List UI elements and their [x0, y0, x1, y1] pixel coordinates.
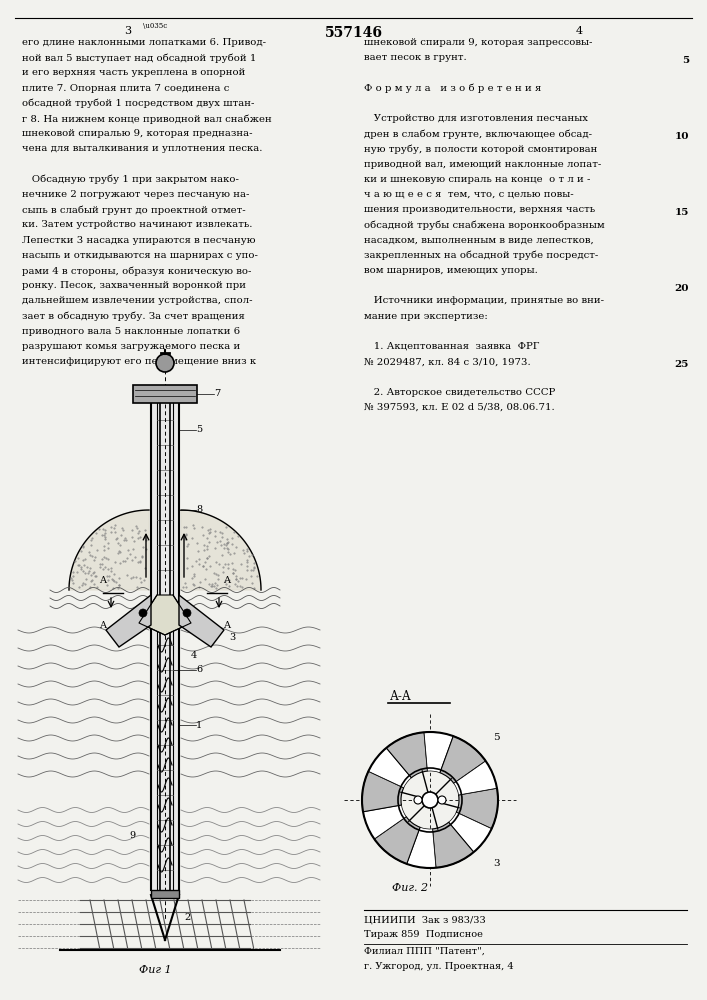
Wedge shape — [362, 771, 404, 812]
Text: ки. Затем устройство начинают извлекать.: ки. Затем устройство начинают извлекать. — [22, 220, 252, 229]
Text: дрен в слабом грунте, включающее обсад-: дрен в слабом грунте, включающее обсад- — [364, 129, 592, 139]
Text: разрушают комья загружаемого песка и: разрушают комья загружаемого песка и — [22, 342, 240, 351]
Text: вом шарниров, имеющих упоры.: вом шарниров, имеющих упоры. — [364, 266, 538, 275]
Text: A: A — [223, 621, 230, 630]
Text: его длине наклонными лопатками 6. Привод-: его длине наклонными лопатками 6. Привод… — [22, 38, 266, 47]
Circle shape — [139, 609, 147, 617]
Text: Тираж 859  Подписное: Тираж 859 Подписное — [364, 930, 483, 939]
Text: 7: 7 — [214, 389, 221, 398]
Text: 1. Акцептованная  заявка  ФРГ: 1. Акцептованная заявка ФРГ — [364, 342, 539, 351]
Wedge shape — [440, 736, 486, 783]
Text: рами 4 в стороны, образуя коническую во-: рами 4 в стороны, образуя коническую во- — [22, 266, 252, 275]
Circle shape — [438, 796, 446, 804]
Text: № 2029487, кл. 84 с 3/10, 1973.: № 2029487, кл. 84 с 3/10, 1973. — [364, 357, 531, 366]
Text: A: A — [100, 576, 107, 585]
Bar — [151, 890, 179, 898]
Bar — [151, 390, 179, 890]
Text: ной вал 5 выступает над обсадной трубой 1: ной вал 5 выступает над обсадной трубой … — [22, 53, 257, 63]
Text: A: A — [223, 576, 230, 585]
Text: сыпь в слабый грунт до проектной отмет-: сыпь в слабый грунт до проектной отмет- — [22, 205, 245, 215]
Bar — [133, 385, 197, 403]
Text: приводного вала 5 наклонные лопатки 6: приводного вала 5 наклонные лопатки 6 — [22, 327, 240, 336]
Polygon shape — [106, 595, 151, 647]
Polygon shape — [69, 510, 149, 590]
Text: обсадной трубы снабжена воронкообразным: обсадной трубы снабжена воронкообразным — [364, 220, 604, 230]
Wedge shape — [407, 827, 436, 868]
Polygon shape — [181, 510, 261, 590]
Text: приводной вал, имеющий наклонные лопат-: приводной вал, имеющий наклонные лопат- — [364, 160, 602, 169]
Text: насадком, выполненным в виде лепестков,: насадком, выполненным в виде лепестков, — [364, 236, 594, 245]
Text: обсадной трубой 1 посредством двух штан-: обсадной трубой 1 посредством двух штан- — [22, 99, 255, 108]
Text: и его верхняя часть укреплена в опорной: и его верхняя часть укреплена в опорной — [22, 68, 245, 77]
Text: 4: 4 — [191, 650, 197, 660]
Text: насыпь и откидываются на шарнирах с упо-: насыпь и откидываются на шарнирах с упо- — [22, 251, 258, 260]
Text: 10: 10 — [674, 132, 689, 141]
Text: г. Ужгород, ул. Проектная, 4: г. Ужгород, ул. Проектная, 4 — [364, 962, 514, 971]
Text: 2: 2 — [184, 913, 190, 922]
Circle shape — [183, 609, 191, 617]
Text: А-А: А-А — [390, 690, 411, 703]
Text: Фиг. 2: Фиг. 2 — [392, 883, 428, 893]
Circle shape — [422, 792, 438, 808]
Text: 5: 5 — [196, 426, 202, 434]
Circle shape — [414, 796, 422, 804]
Text: Лепестки 3 насадка упираются в песчаную: Лепестки 3 насадка упираются в песчаную — [22, 236, 255, 245]
Circle shape — [156, 354, 174, 372]
Text: Устройство для изготовления песчаных: Устройство для изготовления песчаных — [364, 114, 588, 123]
Text: Филиал ППП "Патент",: Филиал ППП "Патент", — [364, 947, 485, 956]
Text: 6: 6 — [196, 666, 202, 674]
Text: № 397593, кл. Е 02 d 5/38, 08.06.71.: № 397593, кл. Е 02 d 5/38, 08.06.71. — [364, 403, 555, 412]
Text: Ф о р м у л а   и з о б р е т е н и я: Ф о р м у л а и з о б р е т е н и я — [364, 84, 542, 93]
Text: 25: 25 — [674, 360, 689, 369]
Text: ки и шнековую спираль на конце  о т л и -: ки и шнековую спираль на конце о т л и - — [364, 175, 590, 184]
Text: г 8. На нижнем конце приводной вал снабжен: г 8. На нижнем конце приводной вал снабж… — [22, 114, 271, 123]
Text: шения производительности, верхняя часть: шения производительности, верхняя часть — [364, 205, 595, 214]
Text: интенсифицируют его перемещение вниз к: интенсифицируют его перемещение вниз к — [22, 357, 256, 366]
Text: шнековой спирали 9, которая запрессовы-: шнековой спирали 9, которая запрессовы- — [364, 38, 592, 47]
Wedge shape — [368, 748, 411, 788]
Text: мание при экспертизе:: мание при экспертизе: — [364, 312, 488, 321]
Text: 2. Авторское свидетельство СССР: 2. Авторское свидетельство СССР — [364, 388, 556, 397]
Wedge shape — [363, 805, 407, 839]
Wedge shape — [433, 822, 474, 868]
Text: Обсадную трубу 1 при закрытом нако-: Обсадную трубу 1 при закрытом нако- — [22, 175, 239, 184]
Wedge shape — [424, 732, 453, 773]
Wedge shape — [386, 732, 428, 778]
Wedge shape — [449, 812, 491, 852]
Wedge shape — [454, 761, 497, 795]
Text: 3: 3 — [229, 633, 235, 642]
Text: вает песок в грунт.: вает песок в грунт. — [364, 53, 467, 62]
Text: 8: 8 — [196, 506, 202, 514]
Text: чена для выталкивания и уплотнения песка.: чена для выталкивания и уплотнения песка… — [22, 144, 262, 153]
Text: 557146: 557146 — [325, 26, 382, 40]
Text: Фиг 1: Фиг 1 — [139, 965, 172, 975]
Text: ную трубу, в полости которой смонтирован: ную трубу, в полости которой смонтирован — [364, 144, 597, 154]
Text: A: A — [100, 621, 107, 630]
Text: 9: 9 — [129, 830, 135, 840]
Text: \u035c: \u035c — [144, 22, 168, 30]
Polygon shape — [139, 595, 191, 635]
Text: закрепленных на обсадной трубе посредст-: закрепленных на обсадной трубе посредст- — [364, 251, 598, 260]
Text: 1: 1 — [196, 720, 202, 730]
Text: 15: 15 — [674, 208, 689, 217]
Text: 3: 3 — [124, 26, 131, 36]
Text: 4: 4 — [576, 26, 583, 36]
Text: ч а ю щ е е с я  тем, что, с целью повы-: ч а ю щ е е с я тем, что, с целью повы- — [364, 190, 573, 199]
Text: нечнике 2 погружают через песчаную на-: нечнике 2 погружают через песчаную на- — [22, 190, 250, 199]
Text: 5: 5 — [493, 732, 500, 742]
Text: Источники информации, принятые во вни-: Источники информации, принятые во вни- — [364, 296, 604, 305]
Text: ЦНИИПИ  Зак з 983/33: ЦНИИПИ Зак з 983/33 — [364, 915, 486, 924]
Text: 20: 20 — [674, 284, 689, 293]
Wedge shape — [456, 788, 498, 829]
Text: ронку. Песок, захваченный воронкой при: ронку. Песок, захваченный воронкой при — [22, 281, 246, 290]
Text: 8: 8 — [472, 768, 479, 778]
Wedge shape — [374, 817, 420, 864]
Text: дальнейшем извлечении устройства, спол-: дальнейшем извлечении устройства, спол- — [22, 296, 252, 305]
Text: 3: 3 — [493, 858, 500, 867]
Text: зает в обсадную трубу. За счет вращения: зает в обсадную трубу. За счет вращения — [22, 312, 245, 321]
Text: 5: 5 — [682, 56, 689, 65]
Polygon shape — [179, 595, 224, 647]
Text: шнековой спиралью 9, которая предназна-: шнековой спиралью 9, которая предназна- — [22, 129, 252, 138]
Text: плите 7. Опорная плита 7 соединена с: плите 7. Опорная плита 7 соединена с — [22, 84, 229, 93]
